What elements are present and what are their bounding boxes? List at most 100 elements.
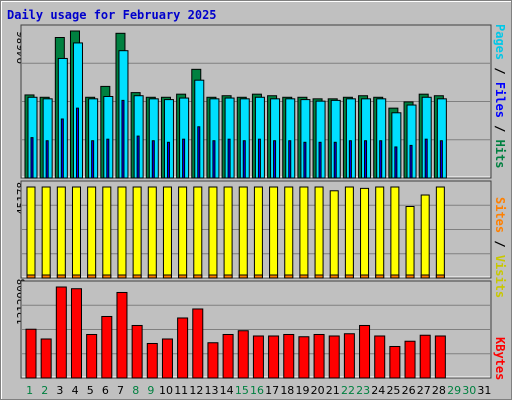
x-tick-label-day-1: 1	[26, 384, 33, 397]
bar-kbytes-day-6	[101, 315, 113, 379]
bar-sites-day-25	[390, 274, 400, 279]
bar-kbytes-day-12	[192, 308, 204, 379]
bar-kbytes-day-21	[328, 335, 340, 379]
bar-kbytes-day-8	[131, 324, 143, 379]
x-tick-label-day-9: 9	[147, 384, 154, 397]
bar-sites-day-28	[435, 274, 445, 279]
bar-visits-day-18	[284, 186, 294, 279]
bar-pages-day-23	[364, 140, 368, 179]
bar-visits-day-2	[41, 186, 51, 279]
bar-visits-day-9	[147, 186, 157, 279]
bar-kbytes-day-10	[161, 338, 173, 379]
bar-pages-day-13	[212, 140, 216, 179]
bar-sites-day-22	[344, 274, 354, 279]
x-tick-label-day-20: 20	[311, 384, 325, 397]
bar-sites-day-1	[26, 274, 36, 279]
bar-kbytes-day-18	[283, 333, 295, 379]
bar-visits-day-13	[208, 186, 218, 279]
bar-kbytes-day-20	[313, 333, 325, 379]
bar-kbytes-day-15	[237, 330, 249, 379]
bar-kbytes-day-7	[116, 291, 128, 379]
bar-pages-day-16	[257, 138, 261, 179]
bar-kbytes-day-17	[268, 335, 280, 379]
bar-pages-day-24	[379, 140, 383, 179]
bar-visits-day-26	[405, 205, 415, 279]
bar-visits-day-20	[314, 186, 324, 279]
bar-sites-day-16	[253, 274, 263, 279]
bar-pages-day-20	[318, 141, 322, 179]
bar-kbytes-day-25	[389, 345, 401, 379]
bar-sites-day-14	[223, 274, 233, 279]
x-tick-label-day-23: 23	[356, 384, 370, 397]
x-tick-label-day-26: 26	[402, 384, 416, 397]
bar-pages-day-2	[45, 140, 49, 179]
bar-pages-day-6	[106, 138, 110, 179]
bar-visits-day-8	[132, 186, 142, 279]
bar-kbytes-day-9	[146, 342, 158, 379]
bar-visits-day-21	[329, 190, 339, 279]
bar-sites-day-17	[269, 274, 279, 279]
x-tick-label-day-8: 8	[132, 384, 139, 397]
bar-sites-day-26	[405, 274, 415, 279]
bar-sites-day-6	[102, 274, 112, 279]
bar-visits-day-14	[223, 186, 233, 279]
x-tick-label-day-21: 21	[326, 384, 340, 397]
bar-pages-day-19	[303, 141, 307, 179]
bar-kbytes-day-3	[55, 286, 67, 379]
bar-sites-day-5	[87, 274, 97, 279]
bar-sites-day-7	[117, 274, 127, 279]
x-tick-label-day-15: 15	[235, 384, 249, 397]
bar-sites-day-10	[162, 274, 172, 279]
x-tick-label-day-29: 29	[447, 384, 461, 397]
bar-sites-day-20	[314, 274, 324, 279]
bar-sites-day-13	[208, 274, 218, 279]
bar-pages-day-28	[439, 140, 443, 179]
bar-sites-day-23	[360, 274, 370, 279]
page-title: Daily usage for February 2025	[7, 8, 217, 22]
bar-pages-day-18	[288, 140, 292, 179]
bar-visits-day-15	[238, 186, 248, 279]
bar-pages-day-4	[75, 107, 79, 179]
bar-visits-day-11	[178, 186, 188, 279]
x-tick-label-day-19: 19	[295, 384, 309, 397]
bar-kbytes-day-1	[25, 328, 37, 379]
bar-kbytes-day-14	[222, 333, 234, 379]
bar-kbytes-day-27	[419, 334, 431, 379]
x-tick-label-day-30: 30	[462, 384, 476, 397]
bar-sites-day-18	[284, 274, 294, 279]
bar-pages-day-17	[273, 140, 277, 179]
bar-pages-day-21	[333, 141, 337, 179]
bar-visits-day-1	[26, 186, 36, 279]
x-tick-label-day-6: 6	[102, 384, 109, 397]
bar-sites-day-12	[193, 274, 203, 279]
bar-pages-day-5	[91, 140, 95, 179]
x-tick-label-day-24: 24	[371, 384, 385, 397]
bar-visits-day-24	[375, 186, 385, 279]
bar-pages-day-7	[121, 99, 125, 179]
bar-visits-day-3	[56, 186, 66, 279]
bar-pages-day-11	[182, 138, 186, 179]
bar-sites-day-8	[132, 274, 142, 279]
bar-kbytes-day-2	[40, 338, 52, 379]
bar-kbytes-day-26	[404, 340, 416, 379]
x-tick-label-day-28: 28	[432, 384, 446, 397]
bar-kbytes-day-24	[374, 335, 386, 379]
bar-kbytes-day-22	[343, 333, 355, 379]
bar-kbytes-day-5	[86, 333, 98, 379]
bar-visits-day-4	[71, 186, 81, 279]
x-tick-label-day-22: 22	[341, 384, 355, 397]
x-tick-label-day-2: 2	[41, 384, 48, 397]
x-tick-label-day-16: 16	[250, 384, 264, 397]
bar-visits-day-6	[102, 186, 112, 279]
bar-sites-day-2	[41, 274, 51, 279]
bar-visits-day-17	[269, 186, 279, 279]
x-tick-label-day-3: 3	[56, 384, 63, 397]
bar-visits-day-7	[117, 186, 127, 279]
x-tick-label-day-31: 31	[477, 384, 491, 397]
bar-sites-day-4	[71, 274, 81, 279]
bar-pages-day-10	[166, 141, 170, 179]
bar-pages-day-12	[197, 126, 201, 179]
bar-sites-day-9	[147, 274, 157, 279]
bar-visits-day-28	[435, 186, 445, 279]
